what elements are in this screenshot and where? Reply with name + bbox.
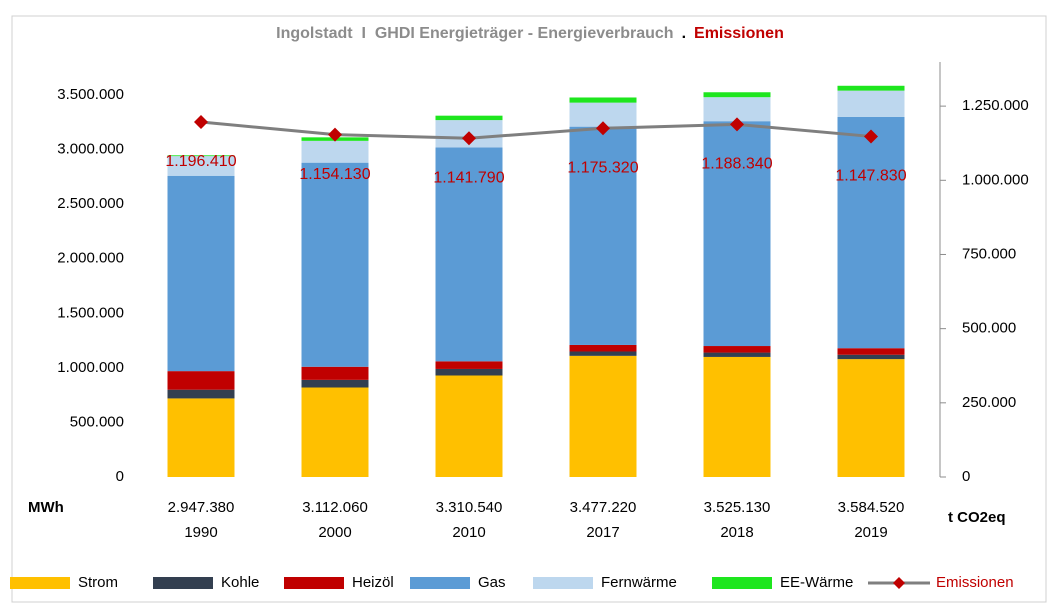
emissions-marker [328, 127, 342, 142]
total-label: 3.112.060 [302, 499, 368, 516]
y-tick-label: 500.000 [70, 413, 124, 430]
bar-segment [569, 344, 637, 352]
total-label: 2.947.380 [168, 499, 235, 516]
bar-segment [569, 97, 637, 103]
legend-label: Gas [478, 574, 506, 591]
legend-marker [893, 577, 905, 589]
legend-swatch [533, 577, 593, 589]
bar-segment [569, 126, 637, 345]
emissions-marker [730, 117, 744, 132]
y-tick-label: 3.500.000 [57, 86, 124, 103]
bar-segment [703, 352, 771, 357]
emissions-label: 1.141.790 [433, 169, 504, 186]
bar-segment [167, 398, 235, 477]
bar-segment [703, 97, 771, 122]
bar-segment [167, 175, 235, 372]
y2-tick-label: 1.250.000 [962, 97, 1029, 114]
emissions-label: 1.147.830 [835, 168, 906, 185]
total-label: 3.310.540 [436, 499, 503, 516]
legend-swatch [410, 577, 470, 589]
y2-tick-label: 0 [962, 468, 970, 485]
y2-tick-label: 500.000 [962, 320, 1016, 337]
bar-segment [435, 361, 503, 369]
bar-segment [837, 359, 905, 477]
y-tick-label: 2.000.000 [57, 250, 124, 267]
x-tick-label: 2019 [854, 524, 887, 541]
chart-title: Ingolstadt I GHDI Energieträger - Energi… [276, 25, 784, 42]
emissions-label: 1.154.130 [299, 166, 370, 183]
bar-segment [167, 389, 235, 399]
bar-segment [167, 155, 235, 157]
bar-segment [301, 387, 369, 477]
bar-segment [837, 85, 905, 91]
y-tick-label: 1.000.000 [57, 359, 124, 376]
bar-segment [301, 140, 369, 163]
emissions-marker [596, 121, 610, 136]
bar-segment [167, 371, 235, 390]
title-highlight: Emissionen [694, 25, 784, 42]
bar-segment [703, 92, 771, 98]
bar-segment [301, 366, 369, 380]
emissions-label: 1.175.320 [567, 160, 638, 177]
bar-segment [167, 156, 235, 176]
bar-segment [301, 379, 369, 388]
x-tick-label: 2000 [318, 524, 351, 541]
bar-segment [569, 351, 637, 356]
y-tick-label: 0 [116, 468, 124, 485]
total-label: 3.525.130 [704, 499, 771, 516]
bar-segment [837, 116, 905, 349]
legend-label: Strom [78, 574, 118, 591]
bar-segment [435, 115, 503, 121]
bar-segment [435, 368, 503, 376]
bar-segment [837, 354, 905, 360]
legend-label: Emissionen [936, 574, 1014, 591]
legend-swatch [712, 577, 772, 589]
y-tick-label: 3.000.000 [57, 141, 124, 158]
x-tick-label: 2017 [586, 524, 619, 541]
legend-label: Fernwärme [601, 574, 677, 591]
x-tick-label: 1990 [184, 524, 217, 541]
legend-label: Kohle [221, 574, 259, 591]
title-main: Ingolstadt I GHDI Energieträger - Energi… [276, 25, 673, 42]
bar-segment [703, 121, 771, 347]
y-axis-label: MWh [28, 499, 64, 516]
y-tick-label: 2.500.000 [57, 195, 124, 212]
y2-axis-label: t CO2eq [948, 509, 1006, 526]
bar-segment [837, 348, 905, 355]
x-tick-label: 2018 [720, 524, 753, 541]
total-label: 3.477.220 [570, 499, 637, 516]
bar-segment [703, 346, 771, 353]
emissions-marker [864, 129, 878, 144]
bar-segment [301, 162, 369, 367]
legend-swatch [153, 577, 213, 589]
bar-segment [837, 90, 905, 117]
y2-tick-label: 750.000 [962, 245, 1016, 262]
legend-swatch [10, 577, 70, 589]
emissions-line [200, 120, 872, 140]
bar-segment [435, 375, 503, 477]
legend-swatch [284, 577, 344, 589]
bar-segment [435, 147, 503, 362]
emissions-marker [194, 115, 208, 130]
bar-segment [703, 356, 771, 477]
total-label: 3.584.520 [838, 499, 905, 516]
y2-tick-label: 1.000.000 [962, 171, 1029, 188]
bar-segment [569, 355, 637, 477]
emissions-label: 1.196.410 [165, 153, 236, 170]
emissions-label: 1.188.340 [701, 156, 772, 173]
y2-tick-label: 250.000 [962, 394, 1016, 411]
title-separator: . [682, 25, 686, 42]
x-tick-label: 2010 [452, 524, 485, 541]
legend-label: EE-Wärme [780, 574, 853, 591]
emissions-marker [462, 131, 476, 146]
y-tick-label: 1.500.000 [57, 304, 124, 321]
legend-label: Heizöl [352, 574, 394, 591]
